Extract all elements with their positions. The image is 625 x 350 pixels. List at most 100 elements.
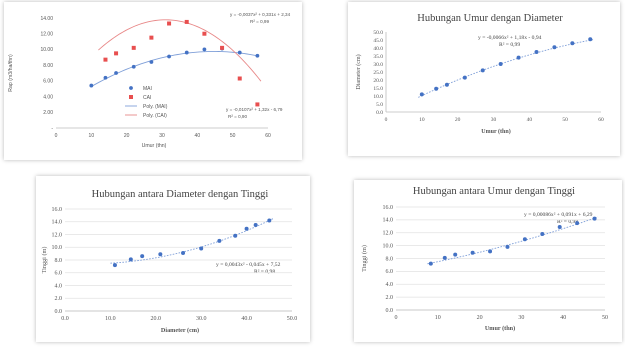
y-tick-label: 6.00 — [43, 79, 53, 85]
x-tick-label: 50 — [562, 117, 568, 123]
x-tick-label: 20.0 — [151, 316, 162, 322]
x-tick-label: 0.0 — [61, 316, 69, 322]
x-tick-label: 20 — [477, 315, 483, 321]
data-point — [267, 218, 272, 223]
trendline-r2: R² = 0,98 — [557, 219, 578, 225]
data-point — [217, 238, 222, 243]
y-tick-label: 2.0 — [55, 296, 63, 302]
data-point — [570, 41, 575, 46]
trendline-r2: R² = 0,98 — [254, 269, 275, 275]
y-tick-label: 10.0 — [383, 243, 394, 249]
y-tick-label: 45.0 — [373, 38, 383, 44]
trendline-equation: y = 0,00086x² + 0,091x + 6,29 — [524, 212, 593, 218]
data-point — [575, 221, 580, 226]
data-point — [470, 250, 475, 255]
legend-label: CAI — [143, 95, 151, 101]
umur-tinggi-chart: Hubungan antara Umur dengan Tinggi y = 0… — [361, 186, 608, 332]
data-point — [244, 226, 249, 231]
y-tick-label: 16.0 — [52, 207, 63, 213]
data-point — [505, 244, 510, 249]
data-point — [140, 254, 145, 259]
data-point — [253, 222, 258, 227]
x-tick-label: 40 — [527, 117, 533, 123]
data-point — [480, 68, 485, 73]
data-point — [131, 45, 136, 50]
y-axis-label: Rap (m3/ha/thn) — [8, 54, 14, 92]
y-tick-label: 35.0 — [373, 54, 383, 60]
data-point — [202, 31, 207, 36]
data-point — [158, 252, 163, 257]
y-tick-label: 30.0 — [373, 62, 383, 68]
y-tick-label: 6.0 — [386, 269, 394, 275]
y-tick-label: 0.0 — [376, 110, 383, 116]
x-tick-label: 50.0 — [287, 316, 298, 322]
y-axis-label: Tinggi (m) — [41, 247, 48, 274]
x-tick-label: 30 — [518, 315, 524, 321]
y-tick-label: 10.0 — [373, 94, 383, 100]
y-tick-label: 4.0 — [386, 282, 394, 288]
x-tick-label: 40 — [195, 133, 201, 139]
y-tick-label: 25.0 — [373, 70, 383, 76]
umur-tinggi-chart-panel: Hubungan antara Umur dengan Tinggi y = 0… — [354, 180, 622, 342]
x-tick-label: 10 — [89, 133, 95, 139]
legend-marker — [129, 86, 133, 90]
x-tick-label: 40.0 — [241, 316, 252, 322]
chart-title: Hubungan antara Diameter dengan Tinggi — [92, 189, 269, 200]
y-tick-label: 14.0 — [52, 220, 63, 226]
data-point — [237, 50, 242, 55]
y-tick-label: 15.0 — [373, 86, 383, 92]
data-point — [89, 83, 94, 88]
data-point — [534, 50, 539, 54]
data-point — [167, 54, 171, 59]
data-point — [522, 237, 527, 242]
data-point — [103, 75, 108, 80]
umur-diameter-chart-panel: Hubungan Umur dengan Diameter y = -0,006… — [348, 2, 620, 156]
data-point — [149, 35, 154, 40]
y-tick-label: 4.0 — [55, 283, 63, 289]
data-point — [557, 224, 562, 229]
y-tick-label: 10.0 — [52, 245, 63, 251]
data-point — [181, 250, 186, 255]
trendline-r2: R² = 0,99 — [499, 42, 520, 48]
trendline-equation: y = 0,0043x² - 0,045x + 7,52 — [216, 262, 281, 268]
legend-label: MAI — [143, 86, 152, 92]
legend-label: Poly. (MAI) — [143, 104, 168, 110]
data-point — [103, 57, 108, 62]
data-point — [498, 62, 503, 66]
y-tick-label: 2.00 — [43, 110, 53, 116]
y-axis-label: Tinggi (m) — [361, 245, 368, 272]
chart-title: Hubungan antara Umur dengan Tinggi — [413, 186, 575, 197]
trendline — [418, 39, 594, 98]
y-tick-label: 12.00 — [40, 32, 53, 38]
y-axis-label: Diameter (cm) — [355, 54, 362, 89]
y-tick-label: 20.0 — [373, 78, 383, 84]
x-tick-label: 0 — [55, 133, 58, 139]
data-point — [488, 249, 493, 254]
y-tick-label: 16.0 — [383, 205, 394, 211]
data-point — [220, 45, 225, 50]
data-point — [552, 45, 557, 50]
x-tick-label: 30 — [159, 133, 165, 139]
y-tick-label: 8.00 — [43, 63, 53, 69]
y-tick-label: 10.00 — [40, 47, 53, 53]
y-tick-label: 12.0 — [52, 232, 63, 238]
trendline — [427, 216, 599, 265]
data-point — [419, 92, 424, 97]
rap-umur-chart: y = -0,0037x² + 0,331x + 2,34 R² = 0,99 … — [8, 12, 291, 149]
x-tick-label: 0 — [395, 315, 398, 321]
data-point — [453, 252, 458, 257]
annotation-group: y = -0,0037x² + 0,331x + 2,34 R² = 0,99 … — [226, 12, 291, 119]
umur-diameter-chart: Hubungan Umur dengan Diameter y = -0,006… — [355, 13, 604, 135]
data-point — [112, 263, 117, 268]
data-point — [114, 71, 118, 75]
trendline-r2-cai: R² = 0,90 — [228, 114, 247, 119]
y-tick-label: 14.00 — [40, 16, 53, 22]
y-tick-label: - — [51, 126, 53, 132]
legend-label: Poly. (CAI) — [143, 113, 167, 119]
data-point — [442, 255, 447, 260]
x-tick-label: 20 — [124, 133, 130, 139]
y-tick-label: 2.0 — [386, 295, 394, 301]
data-point — [444, 82, 449, 87]
y-tick-label: 50.0 — [373, 30, 383, 36]
data-point — [131, 64, 136, 69]
